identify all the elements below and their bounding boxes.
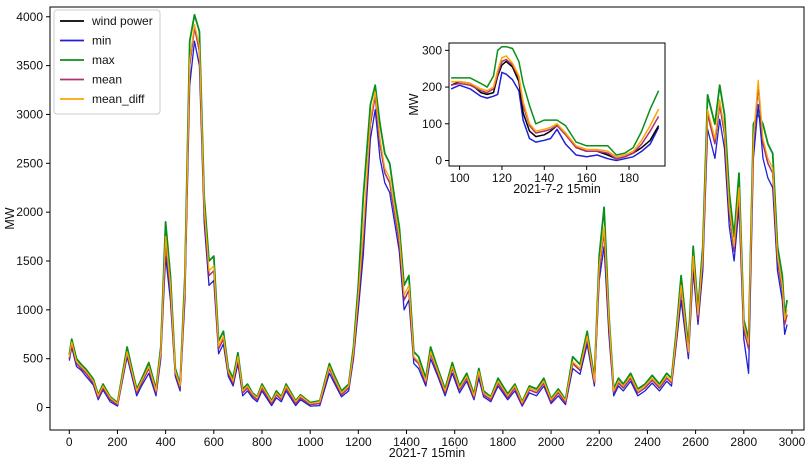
y-axis-label: MW [3, 207, 17, 229]
x-tick-label: 800 [252, 435, 272, 449]
x-tick-label: 0 [66, 435, 73, 449]
inset-y-tick-label: 200 [422, 80, 442, 94]
x-tick-label: 200 [107, 435, 127, 449]
inset-y-axis-label: MW [407, 93, 421, 115]
inset-series-line-mean-diff [451, 55, 660, 158]
inset-x-axis-label: 2021-7-2 15min [513, 182, 601, 196]
y-tick-label: 1000 [16, 303, 43, 317]
x-tick-label: 1600 [441, 435, 468, 449]
x-tick-label: 2600 [682, 435, 709, 449]
x-tick-label: 1800 [490, 435, 517, 449]
y-tick-label: 0 [36, 401, 43, 415]
inset-x-tick-label: 140 [534, 171, 554, 185]
legend-label-max: max [92, 53, 115, 67]
x-tick-label: 2200 [586, 435, 613, 449]
x-tick-label: 600 [204, 435, 224, 449]
inset-y-tick-label: 100 [422, 117, 442, 131]
y-tick-label: 1500 [16, 254, 43, 268]
legend-label-min: min [92, 34, 111, 48]
x-tick-label: 2800 [730, 435, 757, 449]
inset-series-line-min [450, 71, 660, 162]
legend-box [53, 9, 161, 115]
x-tick-label: 2400 [634, 435, 661, 449]
series-line-min [68, 40, 788, 407]
x-tick-label: 1000 [297, 435, 324, 449]
legend-label-mean: mean [92, 73, 122, 87]
inset-x-tick-label: 160 [577, 171, 597, 185]
inset-x-tick-label: 100 [450, 171, 470, 185]
x-tick-label: 3000 [779, 435, 806, 449]
inset-y-tick-label: 300 [422, 43, 442, 57]
x-tick-label: 1200 [345, 435, 372, 449]
inset-plot-frame [448, 42, 666, 167]
x-axis-label: 2021-7 15min [389, 446, 465, 460]
y-tick-label: 2500 [16, 156, 43, 170]
y-tick-label: 3000 [16, 107, 43, 121]
legend-label-wind-power: wind power [91, 14, 153, 28]
x-tick-label: 2000 [538, 435, 565, 449]
inset-series-line-mean [450, 58, 660, 160]
inset-y-tick-label: 0 [435, 153, 442, 167]
series-line-mean-diff [68, 23, 788, 405]
main-plot-frame [49, 6, 805, 431]
series-line-max [68, 13, 788, 404]
y-tick-label: 3500 [16, 59, 43, 73]
y-tick-label: 2000 [16, 205, 43, 219]
inset-x-tick-label: 180 [619, 171, 639, 185]
y-tick-label: 4000 [16, 10, 43, 24]
y-tick-label: 500 [23, 352, 43, 366]
x-tick-label: 400 [156, 435, 176, 449]
x-tick-label: 1400 [393, 435, 420, 449]
inset-x-tick-label: 120 [492, 171, 512, 185]
inset-series-line-max [451, 45, 660, 156]
legend-label-mean-diff: mean_diff [92, 92, 145, 106]
